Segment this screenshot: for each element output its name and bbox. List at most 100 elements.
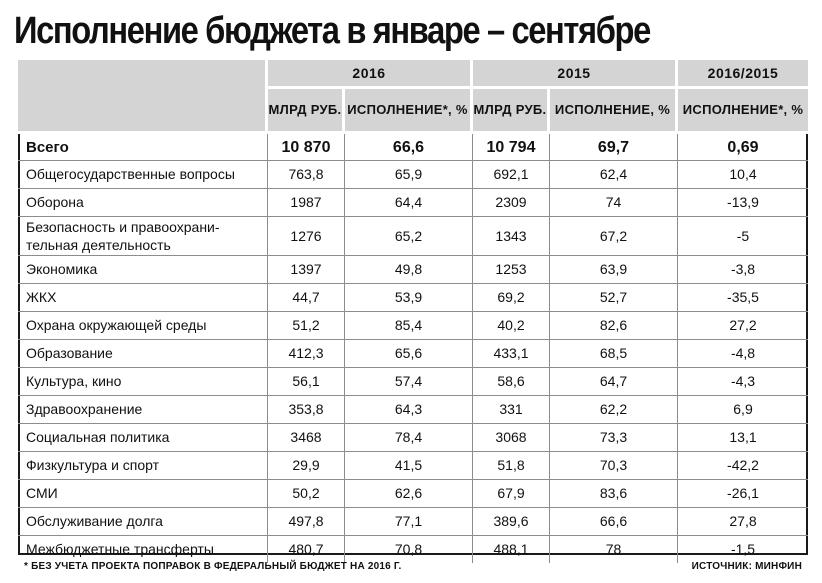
header-year-2015: 2015 (473, 60, 678, 89)
cell-2016-value: 480,7 (268, 536, 345, 563)
cell-ratio: 10,4 (678, 161, 808, 189)
cell-2015-value: 433,1 (473, 340, 550, 368)
subheader-ratio-execution: ИСПОЛНЕНИЕ*, % (678, 89, 808, 134)
table-body: Всего 10 870 66,6 10 794 69,7 0,69 Общег… (18, 134, 808, 563)
subheader-2015-value: МЛРД РУБ. (473, 89, 550, 134)
cell-ratio: -4,3 (678, 368, 808, 396)
table-row: Обслуживание долга 497,8 77,1 389,6 66,6… (18, 508, 808, 536)
cell-2016-execution: 64,3 (345, 396, 473, 424)
cell-2015-value: 58,6 (473, 368, 550, 396)
cell-2016-value: 51,2 (268, 312, 345, 340)
cell-2015-value: 69,2 (473, 284, 550, 312)
cell-2016-value: 1987 (268, 189, 345, 217)
cell-2016-execution: 64,4 (345, 189, 473, 217)
cell-2016-execution: 62,6 (345, 480, 473, 508)
table-row: Физкультура и спорт 29,9 41,5 51,8 70,3 … (18, 452, 808, 480)
table-row: Экономика 1397 49,8 1253 63,9 -3,8 (18, 256, 808, 284)
cell-2015-execution: 83,6 (550, 480, 678, 508)
cell-2016-execution: 65,2 (345, 217, 473, 256)
cell-2016-value: 56,1 (268, 368, 345, 396)
cell-2015-execution: 67,2 (550, 217, 678, 256)
cell-2015-value: 51,8 (473, 452, 550, 480)
cell-2016-value: 10 870 (268, 134, 345, 161)
table-row: Здравоохранение 353,8 64,3 331 62,2 6,9 (18, 396, 808, 424)
row-name: ЖКХ (18, 284, 268, 312)
row-name: Физкультура и спорт (18, 452, 268, 480)
table-row: Образование 412,3 65,6 433,1 68,5 -4,8 (18, 340, 808, 368)
cell-ratio: 27,2 (678, 312, 808, 340)
cell-2015-execution: 63,9 (550, 256, 678, 284)
cell-ratio: -35,5 (678, 284, 808, 312)
page-title: Исполнение бюджета в январе – сентябре (14, 10, 651, 52)
row-name: СМИ (18, 480, 268, 508)
cell-2015-execution: 69,7 (550, 134, 678, 161)
cell-2015-execution: 66,6 (550, 508, 678, 536)
cell-ratio: -26,1 (678, 480, 808, 508)
cell-2016-execution: 65,6 (345, 340, 473, 368)
cell-2015-value: 488,1 (473, 536, 550, 563)
source-note: ИСТОЧНИК: МИНФИН (691, 561, 802, 572)
cell-2016-execution: 78,4 (345, 424, 473, 452)
subheader-label: ИСПОЛНЕНИЕ*, % (682, 102, 804, 117)
subheader-label: МЛРД РУБ. (268, 102, 342, 117)
cell-2016-execution: 41,5 (345, 452, 473, 480)
cell-2015-value: 3068 (473, 424, 550, 452)
row-name: Обслуживание долга (18, 508, 268, 536)
row-name: Всего (18, 134, 268, 161)
row-name: Здравоохранение (18, 396, 268, 424)
row-name: Культура, кино (18, 368, 268, 396)
footnote: * БЕЗ УЧЕТА ПРОЕКТА ПОПРАВОК В ФЕДЕРАЛЬН… (24, 561, 402, 572)
cell-ratio: 13,1 (678, 424, 808, 452)
cell-2016-value: 50,2 (268, 480, 345, 508)
cell-2016-value: 3468 (268, 424, 345, 452)
table-row: Социальная политика 3468 78,4 3068 73,3 … (18, 424, 808, 452)
cell-ratio: 0,69 (678, 134, 808, 161)
row-name: Образование (18, 340, 268, 368)
table-header: 2016 2015 2016/2015 МЛРД РУБ. ИСПОЛНЕНИЕ… (18, 60, 808, 134)
cell-2015-execution: 68,5 (550, 340, 678, 368)
cell-ratio: -4,8 (678, 340, 808, 368)
header-year-2016: 2016 (268, 60, 473, 89)
cell-2015-execution: 64,7 (550, 368, 678, 396)
cell-2016-execution: 65,9 (345, 161, 473, 189)
cell-2015-execution: 74 (550, 189, 678, 217)
cell-2015-execution: 62,4 (550, 161, 678, 189)
row-name: Охрана окружающей среды (18, 312, 268, 340)
cell-2015-value: 40,2 (473, 312, 550, 340)
cell-ratio: -5 (678, 217, 808, 256)
cell-2016-value: 353,8 (268, 396, 345, 424)
cell-ratio: -3,8 (678, 256, 808, 284)
table-row: ЖКХ 44,7 53,9 69,2 52,7 -35,5 (18, 284, 808, 312)
table-row: СМИ 50,2 62,6 67,9 83,6 -26,1 (18, 480, 808, 508)
cell-2015-execution: 82,6 (550, 312, 678, 340)
subheader-2016-execution: ИСПОЛНЕНИЕ*, % (345, 89, 473, 134)
cell-2016-execution: 66,6 (345, 134, 473, 161)
cell-2015-execution: 70,3 (550, 452, 678, 480)
table-row: Культура, кино 56,1 57,4 58,6 64,7 -4,3 (18, 368, 808, 396)
subheader-label: МЛРД РУБ. (473, 102, 547, 117)
budget-table: 2016 2015 2016/2015 МЛРД РУБ. ИСПОЛНЕНИЕ… (18, 60, 808, 563)
cell-ratio: -13,9 (678, 189, 808, 217)
cell-2016-execution: 70,8 (345, 536, 473, 563)
cell-2015-value: 331 (473, 396, 550, 424)
cell-2015-value: 2309 (473, 189, 550, 217)
table-row-total: Всего 10 870 66,6 10 794 69,7 0,69 (18, 134, 808, 161)
cell-2016-execution: 49,8 (345, 256, 473, 284)
cell-2015-execution: 62,2 (550, 396, 678, 424)
cell-2015-execution: 52,7 (550, 284, 678, 312)
cell-ratio: -1,5 (730, 541, 756, 557)
cell-2016-execution: 53,9 (345, 284, 473, 312)
cell-2016-value: 1276 (268, 217, 345, 256)
row-name: Экономика (18, 256, 268, 284)
cell-2015-value: 1253 (473, 256, 550, 284)
cell-2015-execution: 78 (550, 536, 678, 563)
cell-2016-value: 763,8 (268, 161, 345, 189)
subheader-2015-execution: ИСПОЛНЕНИЕ, % (550, 89, 678, 134)
cell-2015-value: 692,1 (473, 161, 550, 189)
cell-2016-value: 44,7 (268, 284, 345, 312)
cell-2015-value: 67,9 (473, 480, 550, 508)
cell-2016-value: 1397 (268, 256, 345, 284)
subheader-label: ИСПОЛНЕНИЕ*, % (347, 102, 468, 117)
cell-2016-value: 412,3 (268, 340, 345, 368)
cell-2015-value: 389,6 (473, 508, 550, 536)
